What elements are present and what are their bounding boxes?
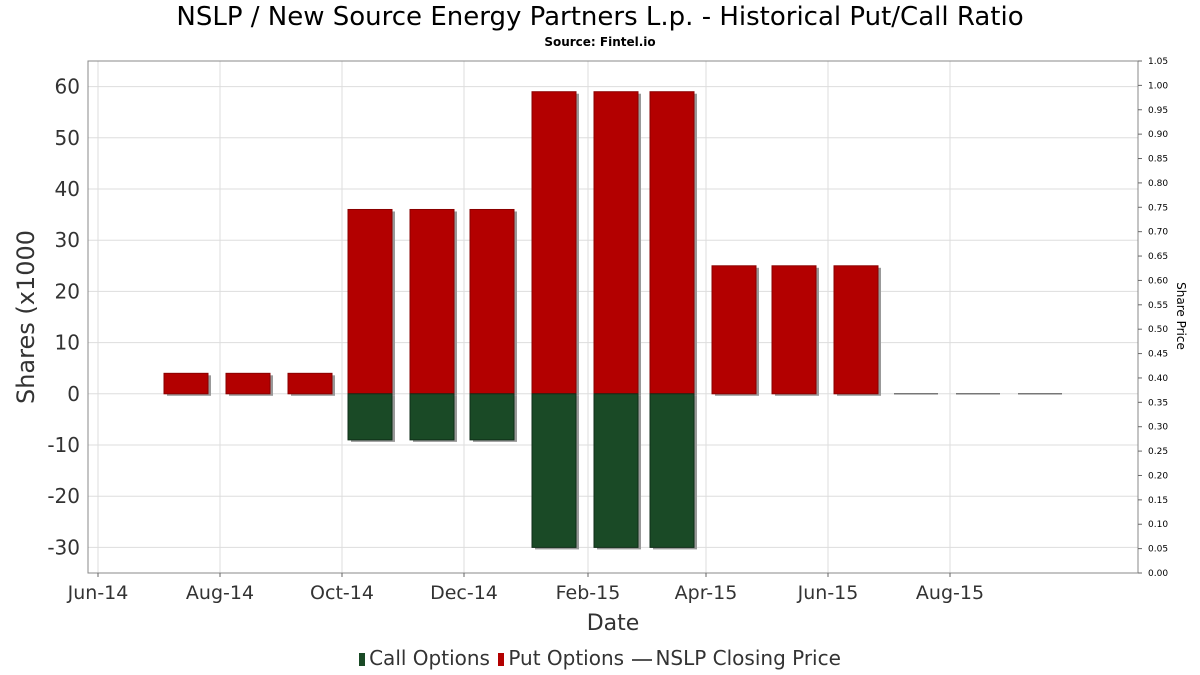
y-tick-label: 40 (55, 177, 80, 201)
put-bar (593, 91, 639, 395)
y-tick-label: -10 (47, 433, 80, 457)
call-bar (347, 393, 393, 441)
y2-tick-label: 0.75 (1148, 203, 1168, 213)
y-tick-label: -20 (47, 484, 80, 508)
y2-tick-label: 0.70 (1148, 228, 1168, 238)
y2-tick-label: 0.30 (1148, 423, 1168, 433)
x-tick-label: Jun-15 (797, 582, 859, 604)
x-tick-label: Dec-14 (430, 582, 498, 604)
x-tick-label: Oct-14 (310, 582, 374, 604)
y2-tick-label: 0.85 (1148, 155, 1168, 165)
y2-tick-label: 0.95 (1148, 106, 1168, 116)
put-bar (347, 208, 393, 395)
x-tick-label: Feb-15 (556, 582, 621, 604)
y2-tick-label: 0.20 (1148, 471, 1168, 481)
legend-label-put: Put Options (508, 646, 625, 670)
y-axis-label: Shares (x1000 (12, 230, 40, 404)
plot-frame (87, 60, 1139, 574)
put-swatch-icon (498, 653, 505, 666)
y2-tick-label: 1.05 (1148, 57, 1168, 67)
legend-label-call: Call Options (369, 646, 490, 670)
x-tick-label: Aug-14 (186, 582, 254, 604)
axes-layer: -30 -20 -10 0 10 20 30 40 50 60 Jun-14 Aug-14 Oct-14… (47, 57, 1168, 604)
y-tick-label: 20 (55, 279, 80, 303)
chart-subtitle: Source: Fintel.io (544, 35, 656, 49)
y2-tick-label: 0.40 (1148, 374, 1168, 384)
call-bar (649, 393, 695, 548)
y2-tick-label: 0.60 (1148, 276, 1168, 286)
y2-tick-label: 0.80 (1148, 179, 1168, 189)
put-bar (649, 91, 695, 395)
y2-tick-label: 0.00 (1148, 569, 1168, 579)
y2-axis-label: Share Price (1174, 282, 1188, 350)
call-bar (531, 393, 577, 548)
put-bar (409, 208, 455, 395)
y2-tick-label: 0.45 (1148, 350, 1168, 360)
y2-tick-label: 0.25 (1148, 447, 1168, 457)
call-bar (469, 393, 515, 441)
y2-tick-label: 0.55 (1148, 301, 1168, 311)
put-bar (771, 265, 817, 395)
bars-layer (163, 91, 1062, 550)
chart-plot: -30 -20 -10 0 10 20 30 40 50 60 Jun-14 Aug-14 Oct-14… (12, 57, 1188, 636)
legend-item-put: Put Options (498, 646, 624, 670)
y2-tick-label: 0.10 (1148, 520, 1168, 530)
price-line-icon (632, 658, 653, 661)
y2-tick-label: 0.50 (1148, 325, 1168, 335)
put-bar (163, 372, 209, 395)
legend-item-call: Call Options (359, 646, 490, 670)
put-bar (531, 91, 577, 395)
y-tick-label: 60 (55, 75, 80, 99)
legend-label-price: NSLP Closing Price (655, 646, 841, 670)
y-tick-label: 30 (55, 228, 80, 252)
y-tick-label: 50 (55, 126, 80, 150)
y2-tick-label: 0.90 (1148, 130, 1168, 140)
y2-tick-label: 0.65 (1148, 252, 1168, 262)
chart-title: NSLP / New Source Energy Partners L.p. -… (176, 2, 1024, 32)
x-tick-label: Jun-14 (67, 582, 129, 604)
y2-tick-label: 0.15 (1148, 496, 1168, 506)
y-tick-label: -30 (47, 535, 80, 559)
x-tick-label: Apr-15 (675, 582, 738, 604)
put-bar (225, 372, 271, 395)
put-bar (833, 265, 879, 395)
y2-tick-label: 0.05 (1148, 545, 1168, 555)
y-tick-label: 10 (55, 331, 80, 355)
put-bar (469, 208, 515, 395)
chart-legend: Call Options Put Options NSLP Closing Pr… (0, 646, 1200, 670)
call-bar (593, 393, 639, 548)
y2-tick-label: 1.00 (1148, 81, 1168, 91)
call-swatch-icon (359, 653, 366, 666)
y-tick-label: 0 (67, 382, 80, 406)
x-axis-label: Date (587, 611, 640, 636)
put-bar (287, 372, 333, 395)
legend-item-price: NSLP Closing Price (632, 646, 841, 670)
put-bar (711, 265, 757, 395)
x-tick-label: Aug-15 (916, 582, 984, 604)
call-bar (409, 393, 455, 441)
y2-tick-label: 0.35 (1148, 398, 1168, 408)
